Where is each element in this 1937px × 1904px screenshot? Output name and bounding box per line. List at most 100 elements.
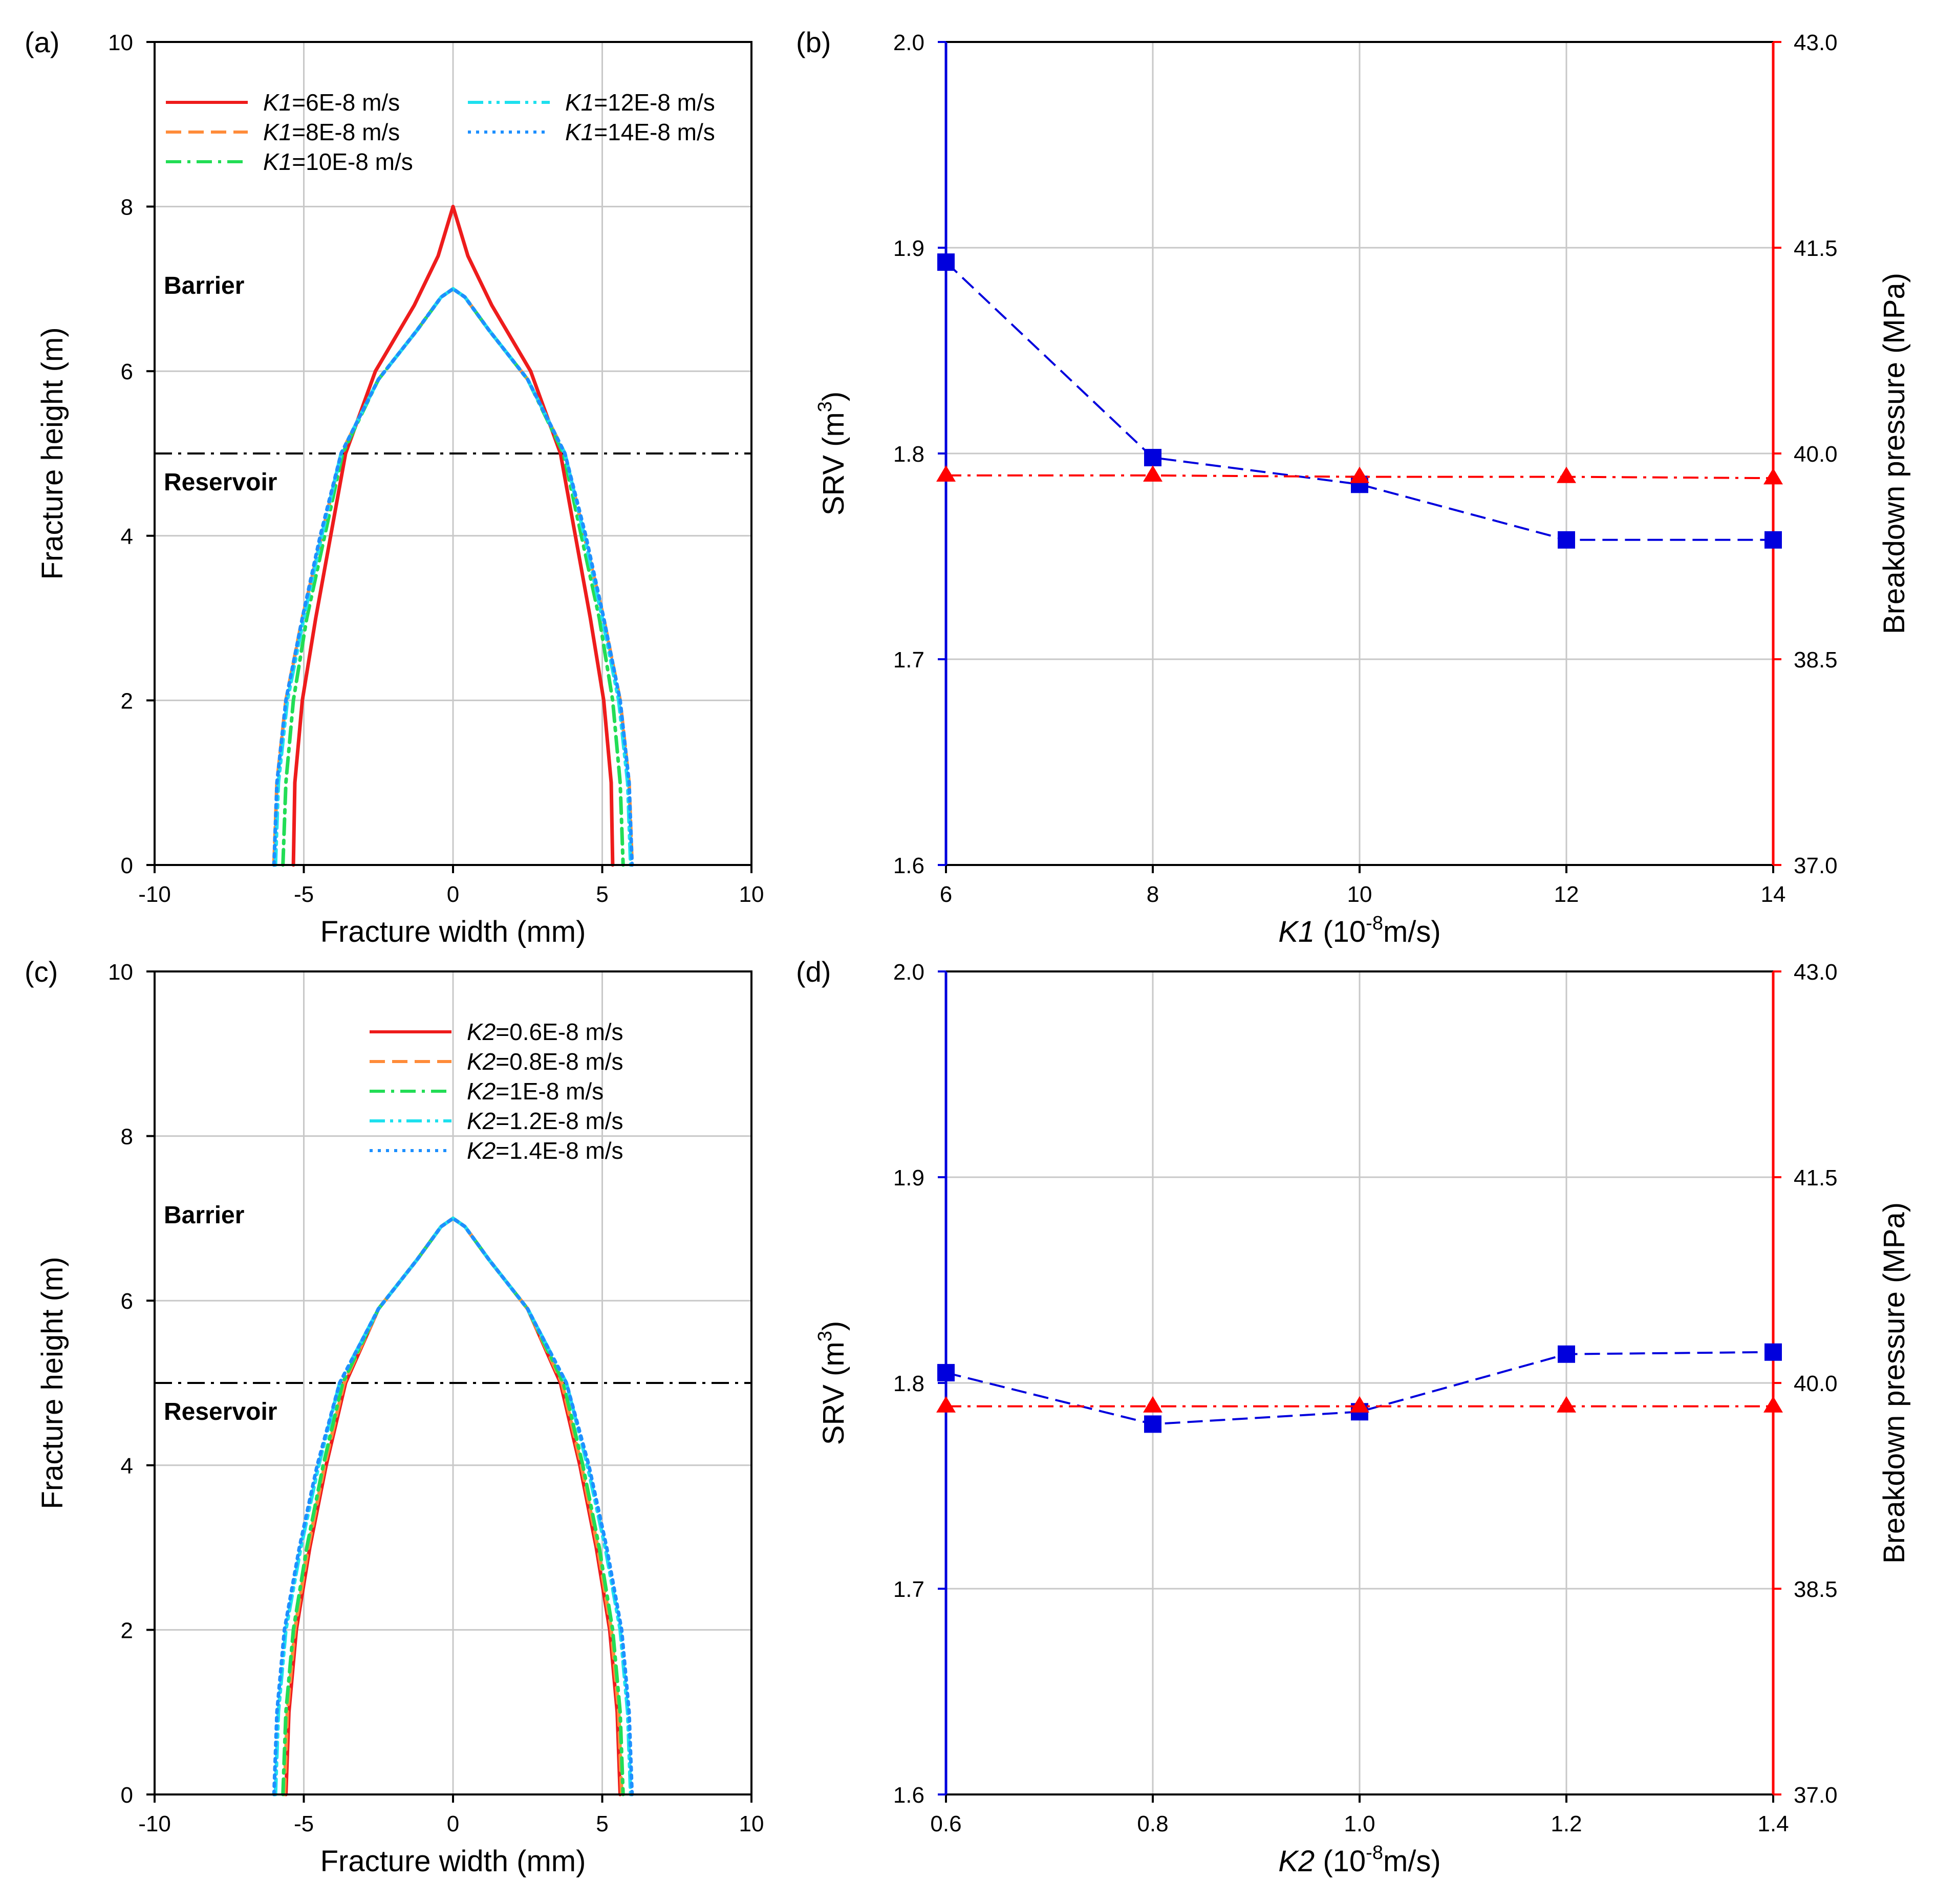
series-curve — [272, 1216, 634, 1797]
y-tick-label: 8 — [121, 1124, 133, 1150]
y-left-label-main: SRV (m — [817, 412, 850, 515]
y-left-tick-label: 1.8 — [893, 442, 924, 467]
x-axis-label-end: m/s) — [1383, 1845, 1441, 1878]
panel-label: (b) — [796, 26, 831, 58]
legend-label-prefix: K2 — [467, 1078, 496, 1105]
reservoir-label: Reservoir — [164, 1398, 277, 1425]
legend-label-value: =14E-8 m/s — [594, 119, 715, 145]
x-axis-label: K2 (10-8m/s) — [1278, 1842, 1440, 1878]
y-left-tick-label: 1.9 — [893, 236, 924, 261]
panel-b: (b) 6 8 10 12 14 1.6 1.7 1.8 1.9 2.0 37.0 38.5 40.0 41… — [796, 26, 1911, 948]
y-axis-label: Fracture height (m) — [36, 327, 69, 579]
y-right-tick-label: 43.0 — [1794, 960, 1838, 985]
y-left-tick-label: 1.9 — [893, 1165, 924, 1191]
x-tick-label: 0 — [447, 882, 459, 907]
x-axis-label: K1 (10-8m/s) — [1278, 913, 1440, 948]
pressure-marker — [1143, 1396, 1163, 1413]
barrier-label: Barrier — [164, 272, 244, 299]
y-left-label-sup: 3 — [814, 1331, 836, 1342]
y-right-tick-label: 38.5 — [1794, 647, 1838, 673]
y-left-tick-label: 2.0 — [893, 960, 924, 985]
y-tick-label: 0 — [121, 853, 133, 878]
panel-c: (c)-10 -5 0 5 100246810BarrierReservoirK2=0.… — [25, 956, 764, 1878]
pressure-marker — [1350, 466, 1369, 483]
legend-label-value: =12E-8 m/s — [594, 89, 715, 116]
y-left-tick-label: 1.6 — [893, 853, 924, 878]
legend-label-prefix: K2 — [467, 1019, 496, 1045]
legend-label-prefix: K1 — [565, 89, 594, 116]
srv-marker — [1764, 1343, 1782, 1361]
x-axis-label: Fracture width (mm) — [320, 915, 586, 948]
y-tick-label: 2 — [121, 1618, 133, 1643]
panel-label: (d) — [796, 956, 831, 988]
srv-marker — [1764, 531, 1782, 549]
y-left-label-sup: 3 — [814, 401, 836, 412]
legend-label: K1=8E-8 m/s — [263, 119, 400, 145]
y-tick-label: 6 — [121, 359, 133, 384]
y-right-tick-label: 41.5 — [1794, 236, 1838, 261]
legend-label: K1=10E-8 m/s — [263, 148, 413, 175]
legend-label-value: =8E-8 m/s — [292, 119, 400, 145]
x-axis-label-var: K2 — [1278, 1845, 1315, 1878]
legend-label-prefix: K2 — [467, 1048, 496, 1075]
y-right-tick-label: 38.5 — [1794, 1577, 1838, 1602]
legend-label-value: =6E-8 m/s — [292, 89, 400, 116]
pressure-marker — [1557, 466, 1576, 483]
x-tick-label: -10 — [138, 1811, 171, 1836]
legend-label: K2=1.2E-8 m/s — [467, 1108, 623, 1134]
y-tick-label: 10 — [108, 960, 133, 985]
srv-marker — [1144, 449, 1161, 467]
legend-label: K2=1.4E-8 m/s — [467, 1137, 623, 1164]
y-tick-label: 10 — [108, 30, 133, 55]
plot-frame — [154, 970, 752, 1795]
y-right-axis-label: Breakdown pressure (MPa) — [1878, 273, 1911, 634]
x-axis-label-unit: (10 — [1315, 1845, 1366, 1878]
y-left-tick-label: 1.7 — [893, 1577, 924, 1602]
x-tick-label: 8 — [1147, 882, 1159, 907]
y-left-tick-label: 1.8 — [893, 1371, 924, 1396]
y-left-label-main: SRV (m — [817, 1342, 850, 1445]
y-tick-label: 4 — [121, 1454, 133, 1479]
x-tick-label: 14 — [1761, 882, 1786, 907]
legend-label: K2=1E-8 m/s — [467, 1078, 604, 1105]
pressure-marker — [1763, 1396, 1783, 1413]
pressure-marker — [1763, 468, 1783, 485]
x-tick-label: 6 — [940, 882, 952, 907]
panel-label: (c) — [25, 956, 58, 988]
legend-label-value: =0.6E-8 m/s — [496, 1019, 623, 1045]
x-tick-label: 12 — [1554, 882, 1579, 907]
y-right-tick-label: 41.5 — [1794, 1165, 1838, 1191]
reservoir-label: Reservoir — [164, 469, 277, 496]
x-tick-label: 10 — [739, 1811, 764, 1836]
y-tick-label: 4 — [121, 524, 133, 549]
y-left-tick-label: 1.7 — [893, 647, 924, 673]
srv-marker — [1144, 1415, 1161, 1433]
legend-label: K2=0.8E-8 m/s — [467, 1048, 623, 1075]
y-left-tick-label: 1.6 — [893, 1783, 924, 1808]
x-tick-label: 5 — [596, 882, 608, 907]
legend-label-value: =10E-8 m/s — [292, 148, 413, 175]
y-left-axis-label: SRV (m3) — [814, 392, 850, 515]
barrier-label: Barrier — [164, 1202, 244, 1229]
x-axis-label-var: K1 — [1278, 915, 1315, 948]
x-axis-label-end: m/s) — [1383, 915, 1441, 948]
x-axis-label-sup: -8 — [1366, 913, 1383, 934]
series-curve — [291, 205, 615, 867]
legend: K2=0.6E-8 m/sK2=0.8E-8 m/sK2=1E-8 m/sK2=… — [370, 1019, 623, 1164]
y-left-label-end: ) — [817, 1321, 850, 1331]
pressure-marker — [1350, 1396, 1369, 1413]
y-tick-label: 8 — [121, 195, 133, 220]
x-tick-label: 1.0 — [1344, 1811, 1375, 1836]
series-line — [945, 261, 1773, 541]
legend-label: K1=6E-8 m/s — [263, 89, 400, 116]
legend: K1=6E-8 m/s K1=8E-8 m/s K1=10E-8 m/s K1=12E… — [166, 89, 715, 175]
y-right-tick-label: 37.0 — [1794, 1783, 1838, 1808]
pressure-marker — [1557, 1396, 1576, 1413]
x-tick-label: 0.6 — [930, 1811, 961, 1836]
y-left-axis-label: SRV (m3) — [814, 1321, 850, 1445]
y-tick-label: 0 — [121, 1783, 133, 1808]
srv-marker — [937, 253, 955, 271]
x-tick-label: -10 — [138, 882, 171, 907]
pressure-marker — [936, 1396, 956, 1413]
